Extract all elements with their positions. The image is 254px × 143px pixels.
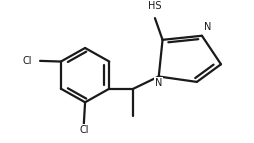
Text: N: N <box>204 22 211 32</box>
Text: Cl: Cl <box>79 125 89 135</box>
Text: HS: HS <box>148 1 162 11</box>
Text: N: N <box>155 78 163 88</box>
Text: Cl: Cl <box>23 56 33 66</box>
